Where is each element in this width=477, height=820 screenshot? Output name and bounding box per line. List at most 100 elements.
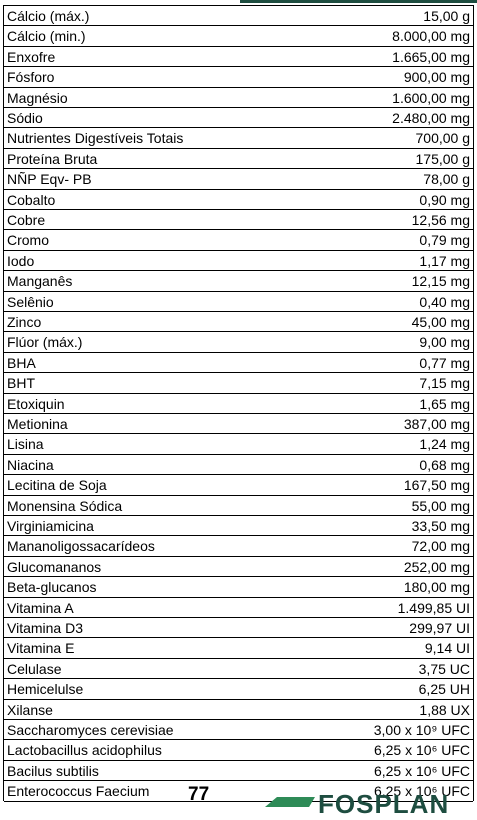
table-row: Bacilus subtilis 6,25 x 10⁶ UFC — [4, 761, 473, 782]
nutrient-name: Fósforo — [7, 69, 55, 86]
table-row: Monensina Sódica 55,00 mg — [4, 496, 473, 516]
table-row: Virginiamicina 33,50 mg — [4, 516, 473, 537]
nutrient-value: 180,00 mg — [403, 579, 470, 596]
nutrient-name: Lactobacillus acidophilus — [7, 742, 162, 759]
nutrient-value: 6,25 x 10⁶ UFC — [373, 783, 470, 800]
table-row: Magnésio 1.600,00 mg — [4, 88, 473, 108]
nutrient-name: Beta-glucanos — [7, 579, 97, 596]
table-row: Xilanse 1,88 UX — [4, 700, 473, 720]
nutrient-value: 12,56 mg — [411, 212, 470, 228]
table-row: BHT 7,15 mg — [4, 373, 473, 394]
nutrient-value: 0,77 mg — [419, 354, 470, 371]
table-row: Enterococcus Faecium 6,25 x 10⁶ UFC — [4, 781, 473, 802]
table-row: Cobre 12,56 mg — [4, 210, 473, 231]
nutrient-name: Magnésio — [7, 89, 68, 106]
nutrient-name: Monensina Sódica — [7, 497, 123, 514]
nutrient-value: 1,17 mg — [419, 252, 470, 269]
nutrient-name: Flúor (máx.) — [7, 334, 83, 351]
nutrient-value: 0,90 mg — [419, 191, 470, 208]
table-row: Lactobacillus acidophilus 6,25 x 10⁶ UFC — [4, 740, 473, 761]
nutrient-value: 3,75 UC — [418, 660, 470, 677]
nutrient-name: Vitamina A — [7, 599, 74, 616]
nutrient-value: 900,00 mg — [403, 69, 470, 86]
nutrient-value: 0,79 mg — [419, 232, 470, 249]
table-row: Manganês 12,15 mg — [4, 271, 473, 292]
nutrient-name: Zinco — [7, 314, 42, 330]
table-row: Niacina 0,68 mg — [4, 455, 473, 476]
table-row: Metionina 387,00 mg — [4, 414, 473, 435]
nutrient-name: Bacilus subtilis — [7, 762, 99, 779]
nutrient-name: Proteína Bruta — [7, 150, 98, 167]
nutrient-value: 78,00 g — [423, 171, 470, 188]
nutrient-value: 1.600,00 mg — [392, 89, 470, 106]
table-row: Zinco 45,00 mg — [4, 312, 473, 333]
nutrient-name: Etoxiquin — [7, 395, 65, 412]
nutrient-name: Cromo — [7, 232, 50, 249]
nutrient-value: 1,24 mg — [419, 436, 470, 453]
table-row: Vitamina E 9,14 UI — [4, 638, 473, 659]
nutrient-value: 175,00 g — [415, 150, 471, 167]
nutrient-table: Cálcio (máx.) 15,00 g Cálcio (min.) 8.000,0… — [3, 5, 474, 802]
nutrient-name: Vitamina E — [7, 640, 75, 657]
table-row: Cromo 0,79 mg — [4, 230, 473, 251]
table-row: Flúor (máx.) 9,00 mg — [4, 332, 473, 353]
nutrient-name: Virginiamicina — [7, 518, 94, 534]
table-row: Beta-glucanos 180,00 mg — [4, 577, 473, 598]
nutrient-value: 7,15 mg — [419, 375, 470, 392]
nutrient-value: 299,97 UI — [409, 620, 470, 636]
nutrient-value: 45,00 mg — [411, 314, 470, 330]
nutrient-name: Cálcio (min.) — [7, 28, 86, 45]
nutrient-value: 0,68 mg — [419, 456, 470, 473]
nutrient-name: Hemicelulse — [7, 681, 84, 698]
logo: FOSPLAN — [318, 789, 450, 819]
nutrient-value: 1,88 UX — [419, 701, 470, 718]
table-row: Glucomananos 252,00 mg — [4, 557, 473, 578]
nutrient-value: 2.480,00 mg — [392, 110, 470, 126]
nutrient-name: Iodo — [7, 252, 35, 269]
nutrient-value: 387,00 mg — [403, 416, 470, 432]
table-row: Vitamina A 1.499,85 UI — [4, 598, 473, 618]
nutrient-value: 1.665,00 mg — [392, 48, 470, 65]
table-row: Cálcio (min.) 8.000,00 mg — [4, 26, 473, 47]
table-row: Celulase 3,75 UC — [4, 659, 473, 680]
nutrient-value: 55,00 mg — [411, 497, 470, 514]
table-row: Fósforo 900,00 mg — [4, 67, 473, 88]
nutrient-name: Cobre — [7, 212, 46, 228]
table-row: Enxofre 1.665,00 mg — [4, 47, 473, 68]
table-row: Hemicelulse 6,25 UH — [4, 679, 473, 700]
nutrient-value: 3,00 x 10⁹ UFC — [373, 722, 470, 738]
table-row: Cálcio (máx.) 15,00 g — [4, 6, 473, 27]
table-row: Cobalto 0,90 mg — [4, 190, 473, 210]
nutrient-value: 33,50 mg — [411, 518, 470, 534]
table-row: Iodo 1,17 mg — [4, 251, 473, 272]
nutrient-value: 252,00 mg — [403, 558, 470, 575]
table-row: BHA 0,77 mg — [4, 353, 473, 374]
nutrient-name: Nutrientes Digestíveis Totais — [7, 130, 184, 147]
logo-mark — [265, 797, 315, 807]
nutrient-name: Sódio — [7, 110, 43, 126]
table-row: Lecitina de Soja 167,50 mg — [4, 475, 473, 496]
nutrient-value: 167,50 mg — [403, 477, 470, 494]
table-row: Sódio 2.480,00 mg — [4, 108, 473, 129]
nutrient-name: Saccharomyces cerevisiae — [7, 722, 174, 738]
table-row: Proteína Bruta 175,00 g — [4, 149, 473, 170]
nutrient-value: 72,00 mg — [411, 538, 470, 555]
nutrient-value: 8.000,00 mg — [392, 28, 470, 45]
table-row: Mananoligossacarídeos 72,00 mg — [4, 536, 473, 557]
nutrient-value: 6,25 UH — [418, 681, 470, 698]
table-row: Saccharomyces cerevisiae 3,00 x 10⁹ UFC — [4, 720, 473, 741]
page-number: 77 — [188, 784, 210, 805]
table-row: Etoxiquin 1,65 mg — [4, 394, 473, 414]
nutrient-name: Lecitina de Soja — [7, 477, 107, 494]
nutrient-value: 700,00 g — [415, 130, 471, 147]
nutrient-name: Metionina — [7, 416, 68, 432]
table-row: Selênio 0,40 mg — [4, 292, 473, 312]
nutrient-name: Mananoligossacarídeos — [7, 538, 155, 555]
nutrient-value: 9,14 UI — [424, 640, 470, 657]
nutrient-value: 6,25 x 10⁶ UFC — [373, 762, 470, 779]
nutrient-name: NÑP Eqv- PB — [7, 171, 92, 188]
nutrient-name: BHT — [7, 375, 35, 392]
nutrient-name: Xilanse — [7, 701, 53, 718]
nutrient-name: Niacina — [7, 456, 54, 473]
